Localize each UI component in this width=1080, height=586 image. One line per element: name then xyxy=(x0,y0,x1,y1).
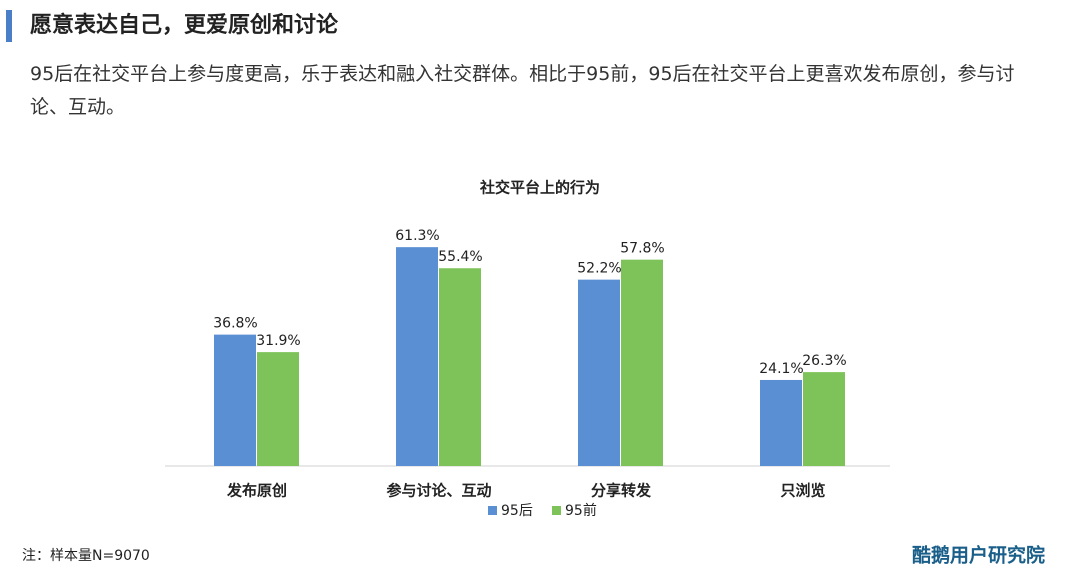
x-tick-label: 分享转发 xyxy=(591,482,652,500)
data-label: 24.1% xyxy=(759,361,803,377)
data-label: 31.9% xyxy=(256,333,300,349)
x-tick-label: 发布原创 xyxy=(226,482,287,500)
legend-label: 95前 xyxy=(565,502,597,519)
data-label: 36.8% xyxy=(213,316,257,332)
note: 注：样本量N=9070 xyxy=(22,548,150,564)
x-tick-label: 参与讨论、互动 xyxy=(386,482,491,500)
data-label: 57.8% xyxy=(620,241,664,257)
data-label: 61.3% xyxy=(395,228,439,244)
bar xyxy=(257,352,299,466)
bar xyxy=(760,379,802,466)
bar xyxy=(214,334,256,466)
bar xyxy=(803,372,845,466)
data-label: 52.2% xyxy=(577,261,621,277)
legend-swatch xyxy=(488,506,497,515)
data-label: 55.4% xyxy=(438,249,482,265)
slide-title: 愿意表达自己，更爱原创和讨论 xyxy=(30,13,339,38)
bar xyxy=(396,247,438,466)
bar xyxy=(578,279,620,466)
logo: 酷鹅用户研究院 xyxy=(912,544,1045,567)
bar xyxy=(439,268,481,466)
legend-swatch xyxy=(552,506,561,515)
chart-title: 社交平台上的行为 xyxy=(479,179,600,197)
data-label: 26.3% xyxy=(802,353,846,369)
legend-label: 95后 xyxy=(501,503,533,519)
bar xyxy=(621,259,663,466)
x-tick-label: 只浏览 xyxy=(780,482,825,500)
slide-subtitle: 95后在社交平台上参与度更高，乐于表达和融入社交群体。相比于95前，95后在社交… xyxy=(30,63,1015,118)
accent-bar xyxy=(6,10,12,42)
